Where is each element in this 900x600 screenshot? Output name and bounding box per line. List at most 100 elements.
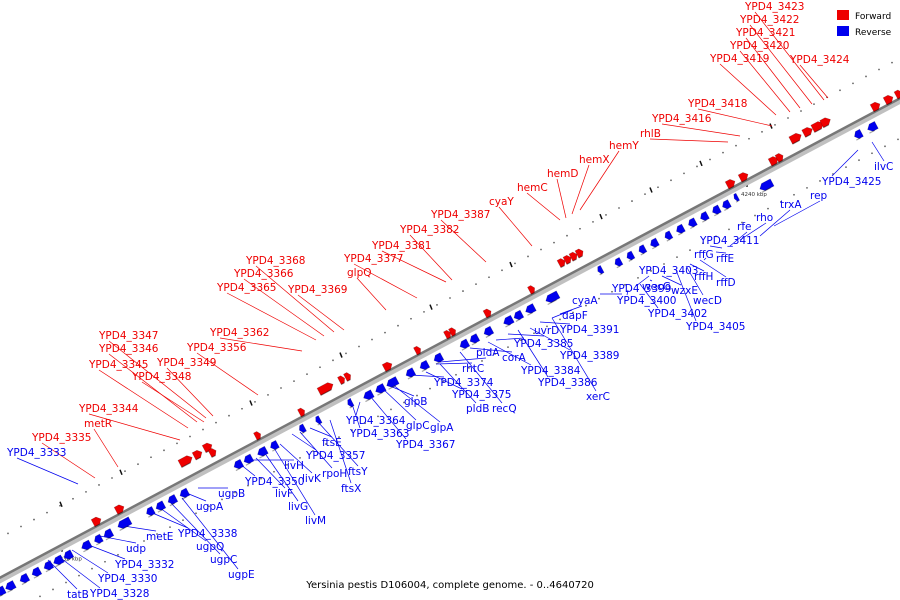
gene-label[interactable]: YPD4_3330 [97, 573, 157, 585]
reverse-gene[interactable] [269, 439, 280, 452]
gene-label[interactable]: rffE [716, 253, 734, 265]
gene-label[interactable]: ftsX [341, 483, 361, 495]
reverse-gene[interactable] [346, 398, 355, 409]
gene-label[interactable]: YPD4_3419 [709, 53, 769, 65]
gene-label[interactable]: udp [126, 543, 146, 555]
gene-label[interactable]: YPD4_3356 [186, 342, 247, 354]
reverse-gene[interactable] [42, 560, 55, 573]
gene-label[interactable]: livH [284, 460, 304, 472]
gene-label[interactable]: rhlB [640, 128, 661, 140]
reverse-gene[interactable] [613, 256, 624, 269]
forward-gene[interactable] [810, 120, 825, 133]
reverse-gene[interactable] [232, 458, 245, 472]
forward-gene[interactable] [724, 178, 737, 190]
reverse-gene[interactable] [721, 199, 732, 211]
gene-label[interactable]: ugpC [210, 554, 237, 566]
reverse-gene[interactable] [385, 376, 400, 390]
gene-label[interactable]: YPD4_3375 [451, 389, 511, 401]
gene-label[interactable]: pldA [476, 347, 500, 359]
gene-label[interactable]: hemX [579, 154, 610, 166]
gene-label[interactable]: YPD4_3391 [559, 324, 619, 336]
forward-gene[interactable] [869, 100, 882, 113]
forward-gene[interactable] [413, 345, 422, 356]
forward-gene[interactable] [556, 257, 567, 269]
gene-label[interactable]: YPD4_3332 [114, 559, 174, 571]
gene-label[interactable]: YPD4_3421 [735, 27, 795, 39]
reverse-gene[interactable] [699, 210, 710, 223]
gene-label[interactable]: YPD4_3374 [433, 377, 494, 389]
gene-label[interactable]: YPD4_3411 [699, 235, 759, 247]
gene-label[interactable]: rpoH [322, 468, 347, 480]
reverse-gene[interactable] [102, 528, 115, 541]
gene-label[interactable]: YPD4_3348 [131, 371, 191, 383]
gene-label[interactable]: glpB [404, 396, 427, 408]
forward-gene[interactable] [337, 375, 346, 385]
reverse-gene[interactable] [625, 250, 636, 262]
forward-gene[interactable] [774, 152, 785, 163]
gene-label[interactable]: YPD4_3364 [345, 415, 406, 427]
reverse-gene[interactable] [166, 494, 179, 507]
gene-label[interactable]: YPD4_3386 [537, 377, 598, 389]
gene-label[interactable]: rfe [737, 221, 751, 233]
reverse-gene[interactable] [145, 505, 156, 518]
gene-label[interactable]: corA [502, 352, 527, 364]
gene-label[interactable]: livF [275, 488, 293, 500]
gene-label[interactable]: YPD4_3416 [651, 113, 712, 125]
gene-label[interactable]: YPD4_3363 [349, 428, 409, 440]
gene-label[interactable]: pldB [466, 403, 489, 415]
gene-label[interactable]: ugpA [196, 501, 224, 513]
gene-label[interactable]: YPD4_3423 [744, 1, 804, 13]
reverse-gene[interactable] [178, 487, 191, 500]
gene-label[interactable]: YPD4_3347 [98, 330, 158, 342]
reverse-gene[interactable] [418, 359, 431, 373]
forward-gene[interactable] [448, 326, 457, 337]
forward-gene[interactable] [737, 171, 750, 183]
gene-label[interactable]: YPD4_3422 [739, 14, 799, 26]
reverse-gene[interactable] [116, 516, 133, 531]
reverse-gene[interactable] [18, 572, 31, 586]
forward-gene[interactable] [253, 430, 262, 441]
gene-label[interactable]: metR [84, 418, 112, 430]
gene-label[interactable]: trxA [780, 199, 802, 211]
gene-label[interactable]: glpC [406, 420, 430, 432]
reverse-gene[interactable] [0, 585, 7, 599]
gene-label[interactable]: YPD4_3328 [89, 588, 149, 600]
forward-gene[interactable] [562, 254, 573, 265]
forward-gene[interactable] [882, 94, 895, 106]
forward-gene[interactable] [90, 515, 103, 528]
gene-label[interactable]: YPD4_3382 [399, 224, 459, 236]
reverse-gene[interactable] [432, 352, 445, 365]
gene-label[interactable]: wecD [693, 295, 722, 307]
forward-gene[interactable] [343, 371, 352, 382]
gene-label[interactable]: YPD4_3335 [31, 432, 91, 444]
reverse-gene[interactable] [404, 367, 417, 380]
reverse-gene[interactable] [482, 325, 495, 338]
gene-label[interactable]: recQ [492, 403, 517, 415]
reverse-gene[interactable] [675, 223, 686, 236]
gene-label[interactable]: YPD4_3357 [305, 450, 365, 462]
gene-label[interactable]: YPD4_3387 [430, 209, 490, 221]
gene-label[interactable]: YPD4_3384 [520, 365, 581, 377]
reverse-gene[interactable] [502, 314, 515, 328]
gene-label[interactable]: cyaA [572, 295, 598, 307]
gene-label[interactable]: ftsE [322, 437, 342, 449]
reverse-gene[interactable] [93, 533, 104, 546]
gene-label[interactable]: YPD4_3349 [156, 357, 216, 369]
forward-gene[interactable] [316, 381, 335, 396]
reverse-gene[interactable] [544, 290, 561, 306]
gene-label[interactable]: YPD4_3402 [647, 308, 707, 320]
reverse-gene[interactable] [512, 309, 525, 322]
gene-label[interactable]: cyaY [489, 196, 514, 208]
gene-label[interactable]: YPD4_3362 [209, 327, 269, 339]
gene-label[interactable]: YPD4_3400 [616, 295, 676, 307]
gene-label[interactable]: wzxE [671, 285, 698, 297]
reverse-gene[interactable] [30, 566, 43, 579]
gene-label[interactable]: YPD4_3368 [245, 255, 305, 267]
gene-label[interactable]: rho [756, 212, 773, 224]
forward-gene[interactable] [297, 407, 306, 418]
gene-label[interactable]: rffD [716, 277, 736, 289]
forward-gene[interactable] [443, 329, 452, 340]
gene-label[interactable]: YPD4_3420 [729, 40, 789, 52]
gene-label[interactable]: YPD4_3385 [513, 338, 573, 350]
gene-label[interactable]: rep [810, 190, 828, 202]
